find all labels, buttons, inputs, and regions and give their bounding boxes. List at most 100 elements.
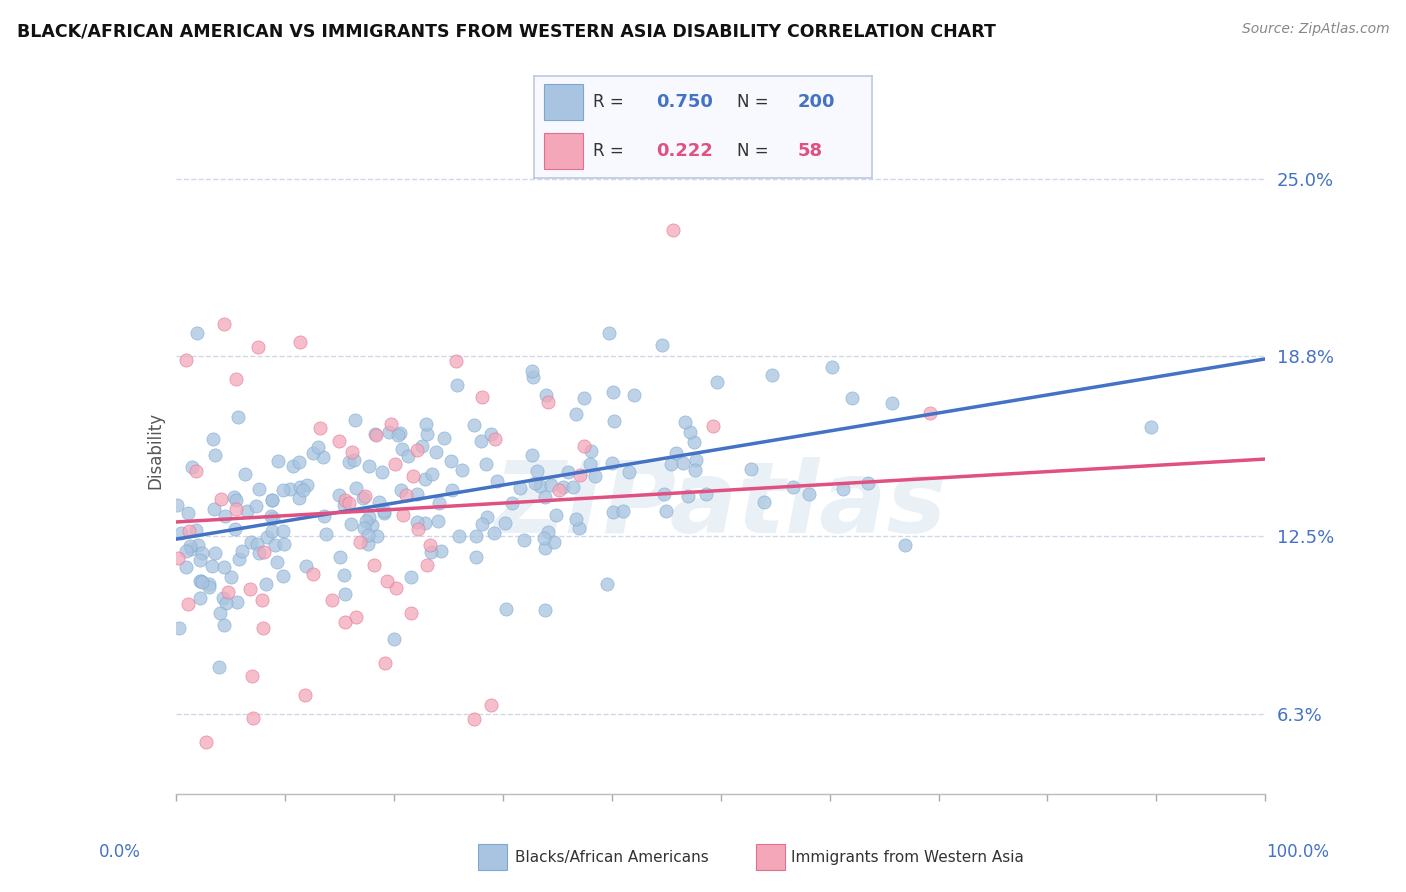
Point: [565, 407, 588, 421]
Point: [420, 545, 443, 559]
Point: [225, 502, 247, 516]
Text: 0.222: 0.222: [655, 142, 713, 161]
Point: [260, 493, 283, 508]
Point: [623, 388, 645, 402]
Point: [880, 396, 903, 410]
Point: [465, 549, 488, 564]
Point: [537, 524, 560, 539]
Point: [184, 464, 207, 478]
Point: [201, 559, 224, 574]
Point: [215, 596, 238, 610]
Point: [685, 463, 707, 477]
Point: [522, 363, 544, 377]
Point: [281, 459, 304, 474]
Point: [174, 560, 197, 574]
Point: [406, 522, 429, 536]
Point: [583, 468, 606, 483]
Point: [672, 456, 695, 470]
Point: [337, 455, 360, 469]
Point: [240, 535, 263, 549]
Point: [841, 391, 863, 405]
Point: [494, 516, 516, 531]
Point: [526, 464, 548, 478]
Point: [602, 384, 624, 399]
Point: [546, 508, 568, 522]
Point: [374, 656, 396, 670]
Point: [475, 510, 498, 524]
Point: [247, 546, 270, 560]
Point: [543, 534, 565, 549]
Point: [357, 537, 380, 551]
Point: [197, 577, 219, 591]
Point: [382, 632, 405, 647]
Text: 0.750: 0.750: [655, 93, 713, 111]
Point: [344, 609, 367, 624]
Point: [444, 354, 467, 368]
Text: Immigrants from Western Asia: Immigrants from Western Asia: [790, 850, 1024, 864]
Point: [399, 606, 422, 620]
Text: Source: ZipAtlas.com: Source: ZipAtlas.com: [1241, 22, 1389, 37]
Point: [371, 466, 394, 480]
Point: [184, 524, 207, 538]
Point: [579, 457, 602, 471]
Point: [401, 570, 423, 584]
FancyBboxPatch shape: [756, 844, 785, 871]
Point: [212, 317, 235, 331]
Point: [266, 555, 288, 569]
Point: [236, 504, 259, 518]
Point: [702, 418, 724, 433]
Text: R =: R =: [593, 93, 624, 111]
Point: [328, 488, 350, 502]
Point: [271, 483, 294, 498]
Point: [520, 448, 543, 462]
Point: [271, 569, 294, 583]
Point: [513, 533, 536, 547]
Point: [484, 432, 506, 446]
Point: [509, 481, 531, 495]
Point: [357, 510, 380, 524]
Point: [342, 444, 364, 458]
Point: [557, 465, 579, 479]
Point: [429, 544, 451, 558]
Point: [208, 659, 231, 673]
Point: [446, 377, 468, 392]
Point: [250, 593, 273, 607]
Point: [537, 394, 560, 409]
Point: [402, 469, 425, 483]
Point: [252, 621, 274, 635]
Point: [188, 591, 211, 605]
Point: [600, 456, 623, 470]
Point: [214, 618, 236, 632]
Point: [482, 526, 505, 541]
Point: [352, 491, 374, 506]
Point: [602, 505, 624, 519]
Point: [329, 549, 352, 564]
Point: [475, 457, 498, 471]
Point: [204, 546, 226, 560]
Point: [190, 574, 212, 588]
Point: [562, 480, 585, 494]
Point: [683, 435, 706, 450]
Point: [523, 475, 546, 490]
Point: [190, 574, 212, 588]
Point: [384, 457, 406, 471]
Point: [301, 446, 323, 460]
Text: ZIPatlas: ZIPatlas: [494, 457, 948, 554]
Point: [380, 417, 402, 432]
Point: [295, 558, 318, 573]
Point: [198, 580, 221, 594]
Point: [425, 445, 447, 459]
Point: [471, 390, 494, 404]
Point: [1139, 420, 1161, 434]
Y-axis label: Disability: Disability: [146, 412, 165, 489]
Point: [363, 558, 385, 573]
Point: [343, 412, 366, 426]
Point: [247, 483, 270, 497]
Point: [529, 479, 551, 493]
Point: [179, 539, 201, 553]
Point: [224, 522, 246, 536]
Point: [463, 417, 485, 432]
Point: [187, 538, 209, 552]
Point: [353, 520, 375, 534]
Point: [308, 421, 330, 435]
